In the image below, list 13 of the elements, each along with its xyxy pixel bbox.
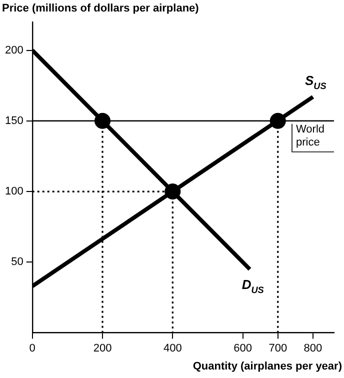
x-tick-label: 400 (163, 342, 182, 354)
x-tick-label: 800 (304, 342, 322, 354)
y-tick-label: 150 (4, 114, 24, 127)
y-axis-title: Price (millions of dollars per airplane) (2, 2, 200, 15)
x-tick-label: 0 (29, 342, 36, 354)
y-tick-label: 100 (4, 186, 24, 198)
y-tick-label: 50 (11, 256, 24, 268)
x-axis-title: Quantity (airplanes per year) (192, 360, 342, 372)
y-tick-label: 200 (4, 44, 24, 56)
ref-line-label: World price (296, 123, 325, 148)
x-tick-label: 700 (268, 342, 288, 354)
x-tick-label: 600 (234, 342, 252, 354)
x-tick-label: 200 (93, 342, 112, 354)
